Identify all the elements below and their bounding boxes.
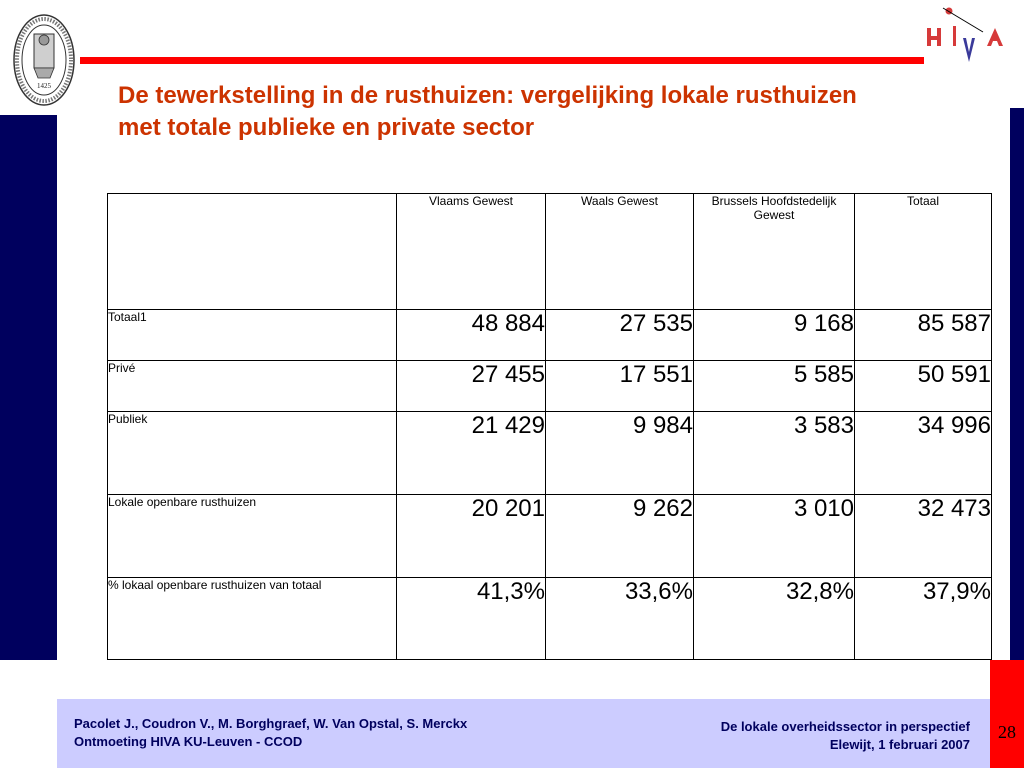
- table-row: % lokaal openbare rusthuizen van totaal …: [107, 577, 992, 660]
- title-line-2: met totale publieke en private sector: [118, 114, 535, 141]
- table-cell: 85 587: [854, 309, 992, 361]
- university-seal-icon: 1425: [13, 14, 75, 106]
- footer-event-line: Ontmoeting HIVA KU-Leuven - CCOD: [74, 734, 303, 749]
- svg-text:1425: 1425: [37, 82, 52, 90]
- right-navy-bar: [1010, 108, 1024, 660]
- table-cell: 9 168: [693, 309, 855, 361]
- header-corner: [107, 193, 397, 310]
- table-cell: 3 010: [693, 494, 855, 578]
- table-row: Publiek 21 429 9 984 3 583 34 996: [107, 411, 992, 495]
- table-cell: 20 201: [396, 494, 546, 578]
- footer-authors-line: Pacolet J., Coudron V., M. Borghgraef, W…: [74, 716, 468, 731]
- slide-footer: Pacolet J., Coudron V., M. Borghgraef, W…: [57, 699, 990, 768]
- table-cell: 33,6%: [545, 577, 694, 660]
- page-number-box: 28: [990, 660, 1024, 768]
- table-cell: 48 884: [396, 309, 546, 361]
- row-label: Totaal1: [107, 309, 397, 361]
- header-waals-gewest: Waals Gewest: [545, 193, 694, 310]
- row-label: Lokale openbare rusthuizen: [107, 494, 397, 578]
- table-cell: 32,8%: [693, 577, 855, 660]
- table-header-row: Vlaams Gewest Waals Gewest Brussels Hoof…: [107, 193, 992, 310]
- page-number: 28: [998, 722, 1016, 742]
- table-cell: 5 585: [693, 360, 855, 412]
- table-cell: 9 262: [545, 494, 694, 578]
- table-row: Privé 27 455 17 551 5 585 50 591: [107, 360, 992, 412]
- table-row: Totaal1 48 884 27 535 9 168 85 587: [107, 309, 992, 361]
- row-label: Privé: [107, 360, 397, 412]
- table-cell: 32 473: [854, 494, 992, 578]
- table-cell: 37,9%: [854, 577, 992, 660]
- footer-topic-line: De lokale overheidssector in perspectief: [720, 719, 970, 734]
- row-label: % lokaal openbare rusthuizen van totaal: [107, 577, 397, 660]
- table-cell: 27 535: [545, 309, 694, 361]
- row-label: Publiek: [107, 411, 397, 495]
- employment-table: Vlaams Gewest Waals Gewest Brussels Hoof…: [107, 193, 992, 660]
- header-vlaams-gewest: Vlaams Gewest: [396, 193, 546, 310]
- hiva-logo-icon: [927, 7, 1003, 62]
- footer-authors: Pacolet J., Coudron V., M. Borghgraef, W…: [74, 715, 467, 751]
- header-brussels-gewest: Brussels Hoofdstedelijk Gewest: [693, 193, 855, 310]
- title-red-rule: [80, 57, 924, 64]
- table-cell: 17 551: [545, 360, 694, 412]
- table-cell: 9 984: [545, 411, 694, 495]
- footer-date-line: Elewijt, 1 februari 2007: [829, 737, 970, 752]
- table-row: Lokale openbare rusthuizen 20 201 9 262 …: [107, 494, 992, 578]
- header-totaal: Totaal: [854, 193, 992, 310]
- left-navy-bar: [0, 115, 57, 660]
- table-cell: 3 583: [693, 411, 855, 495]
- title-line-1: De tewerkstelling in de rusthuizen: verg…: [118, 82, 857, 109]
- table-cell: 27 455: [396, 360, 546, 412]
- table-cell: 41,3%: [396, 577, 546, 660]
- table-cell: 21 429: [396, 411, 546, 495]
- table-cell: 50 591: [854, 360, 992, 412]
- slide-title: De tewerkstelling in de rusthuizen: verg…: [118, 80, 1008, 144]
- footer-event-info: De lokale overheidssector in perspectief…: [721, 718, 970, 754]
- table-cell: 34 996: [854, 411, 992, 495]
